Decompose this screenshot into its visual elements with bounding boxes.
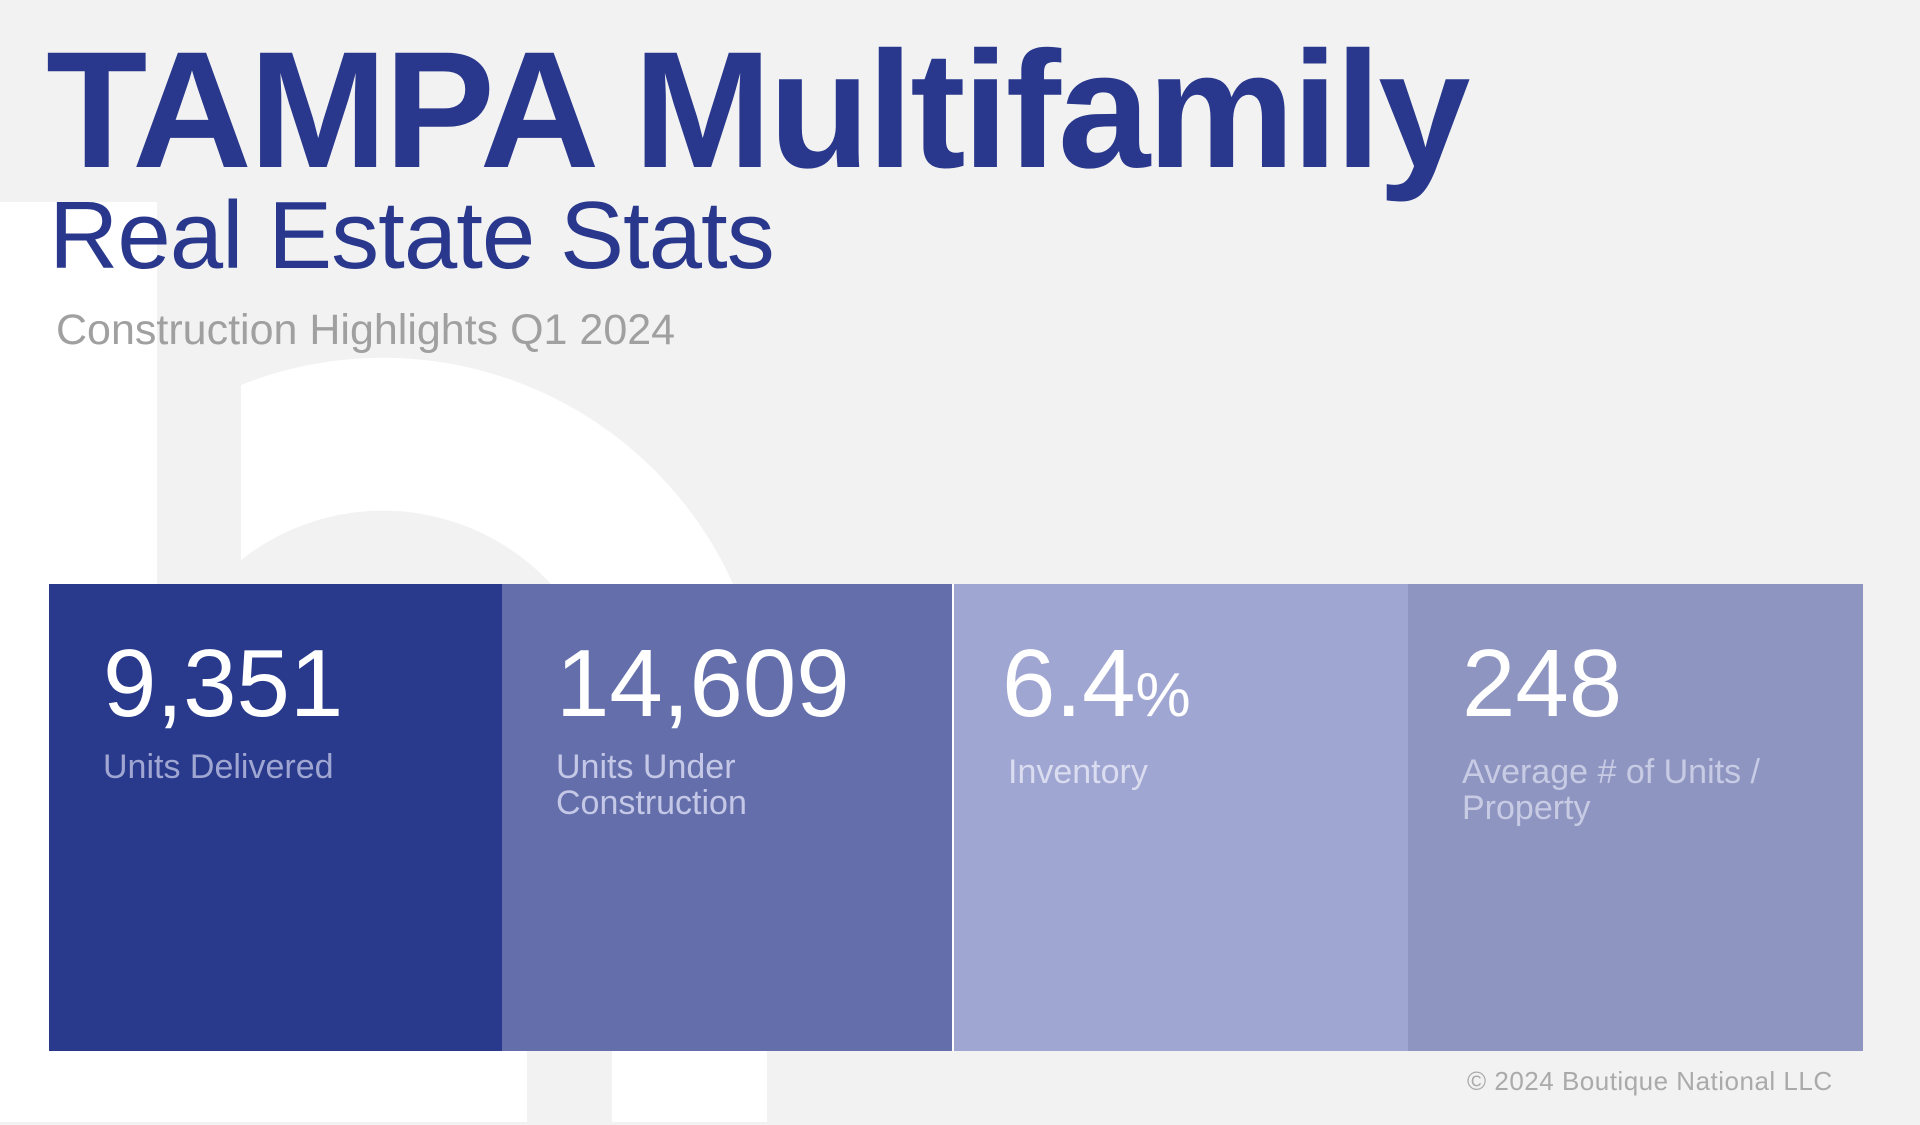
stat-value: 248 <box>1462 636 1622 732</box>
stat-tile-avg-units-per-property: 248 Average # of Units / Property <box>1408 584 1863 1051</box>
stats-tiles: 9,351 Units Delivered 14,609 Units Under… <box>49 584 1863 1051</box>
page-subtitle: Real Estate Stats <box>49 182 775 289</box>
stat-number: 248 <box>1462 630 1623 737</box>
stat-value: 6.4% <box>1002 636 1191 732</box>
stat-label: Units Under Construction <box>556 748 747 822</box>
stat-label: Inventory <box>1008 753 1148 791</box>
stat-number: 14,609 <box>556 630 850 737</box>
stat-value: 14,609 <box>556 636 850 732</box>
stat-value: 9,351 <box>103 636 343 732</box>
stat-label: Units Delivered <box>103 748 334 786</box>
stat-suffix: % <box>1135 661 1191 730</box>
copyright-footer: © 2024 Boutique National LLC <box>1467 1066 1833 1096</box>
stat-tile-units-under-construction: 14,609 Units Under Construction <box>502 584 954 1051</box>
stat-tile-inventory: 6.4% Inventory <box>954 584 1408 1051</box>
stat-number: 9,351 <box>103 630 344 737</box>
stat-label: Average # of Units / Property <box>1462 753 1760 827</box>
stat-tile-units-delivered: 9,351 Units Delivered <box>49 584 502 1051</box>
page-title: TAMPA Multifamily <box>46 18 1470 203</box>
stat-number: 6.4 <box>1002 630 1136 737</box>
section-tagline: Construction Highlights Q1 2024 <box>56 306 676 354</box>
